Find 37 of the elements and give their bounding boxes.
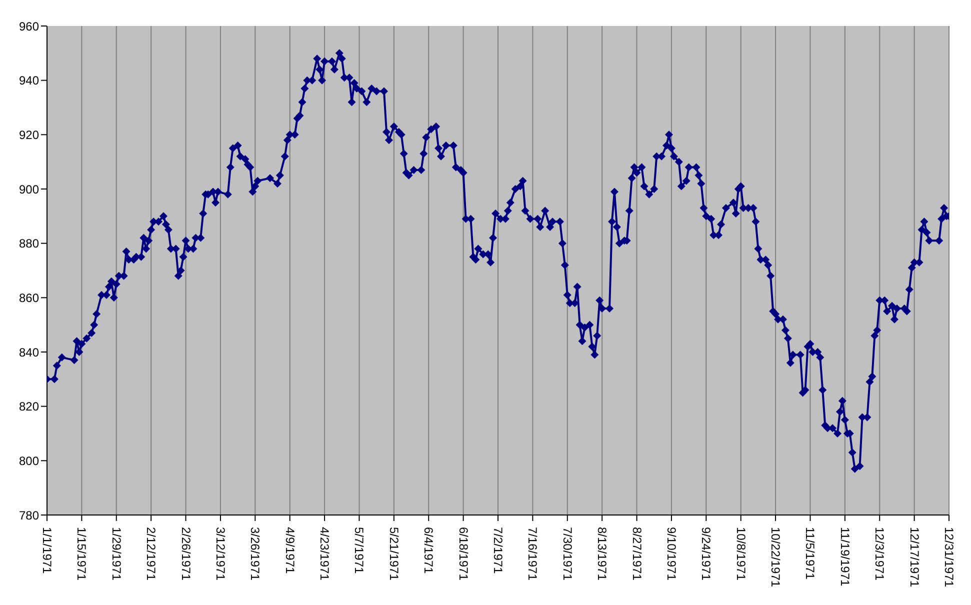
y-tick-label: 780: [18, 508, 40, 522]
y-tick-label: 920: [18, 128, 40, 142]
x-tick-label: 7/2/1971: [491, 527, 505, 574]
x-tick-label: 2/12/1971: [144, 527, 158, 581]
x-tick-label: 4/9/1971: [282, 527, 297, 574]
x-tick-label: 8/27/1971: [630, 527, 644, 581]
x-tick-label: 8/13/1971: [595, 527, 610, 581]
x-tick-label: 11/19/1971: [838, 527, 852, 586]
x-tick-label: 3/26/1971: [248, 527, 262, 581]
x-tick-label: 4/23/1971: [318, 527, 332, 581]
x-tick-label: 5/7/1971: [352, 527, 366, 574]
x-tick-label: 7/16/1971: [526, 527, 540, 581]
x-tick-label: 9/10/1971: [664, 527, 678, 581]
y-tick-label: 940: [18, 74, 40, 88]
x-tick-label: 12/17/1971: [907, 527, 922, 588]
y-tick-label: 960: [18, 19, 40, 34]
x-tick-label: 12/3/1971: [872, 527, 887, 581]
x-tick-label: 3/12/1971: [213, 527, 228, 581]
y-tick-label: 800: [18, 454, 40, 468]
y-tick-label: 880: [18, 236, 40, 251]
x-tick-label: 9/24/1971: [699, 527, 714, 581]
x-tick-label: 11/5/1971: [803, 527, 818, 580]
x-tick-label: 6/18/1971: [456, 527, 470, 581]
x-tick-label: 1/1/1971: [40, 527, 54, 574]
y-tick-label: 840: [18, 345, 40, 360]
x-tick-label: 10/22/1971: [768, 527, 783, 588]
y-tick-label: 900: [18, 182, 40, 196]
y-tick-label: 860: [18, 290, 40, 305]
x-tick-label: 1/29/1971: [109, 527, 124, 581]
x-tick-label: 2/26/1971: [178, 527, 193, 581]
x-tick-label: 1/15/1971: [74, 527, 89, 581]
x-tick-label: 12/31/1971: [942, 527, 956, 588]
x-tick-label: 5/21/1971: [386, 527, 401, 581]
x-tick-label: 6/4/1971: [422, 527, 436, 574]
x-tick-label: 10/8/1971: [734, 527, 748, 581]
y-tick-label: 820: [18, 400, 40, 414]
x-tick-label: 7/30/1971: [560, 527, 574, 581]
